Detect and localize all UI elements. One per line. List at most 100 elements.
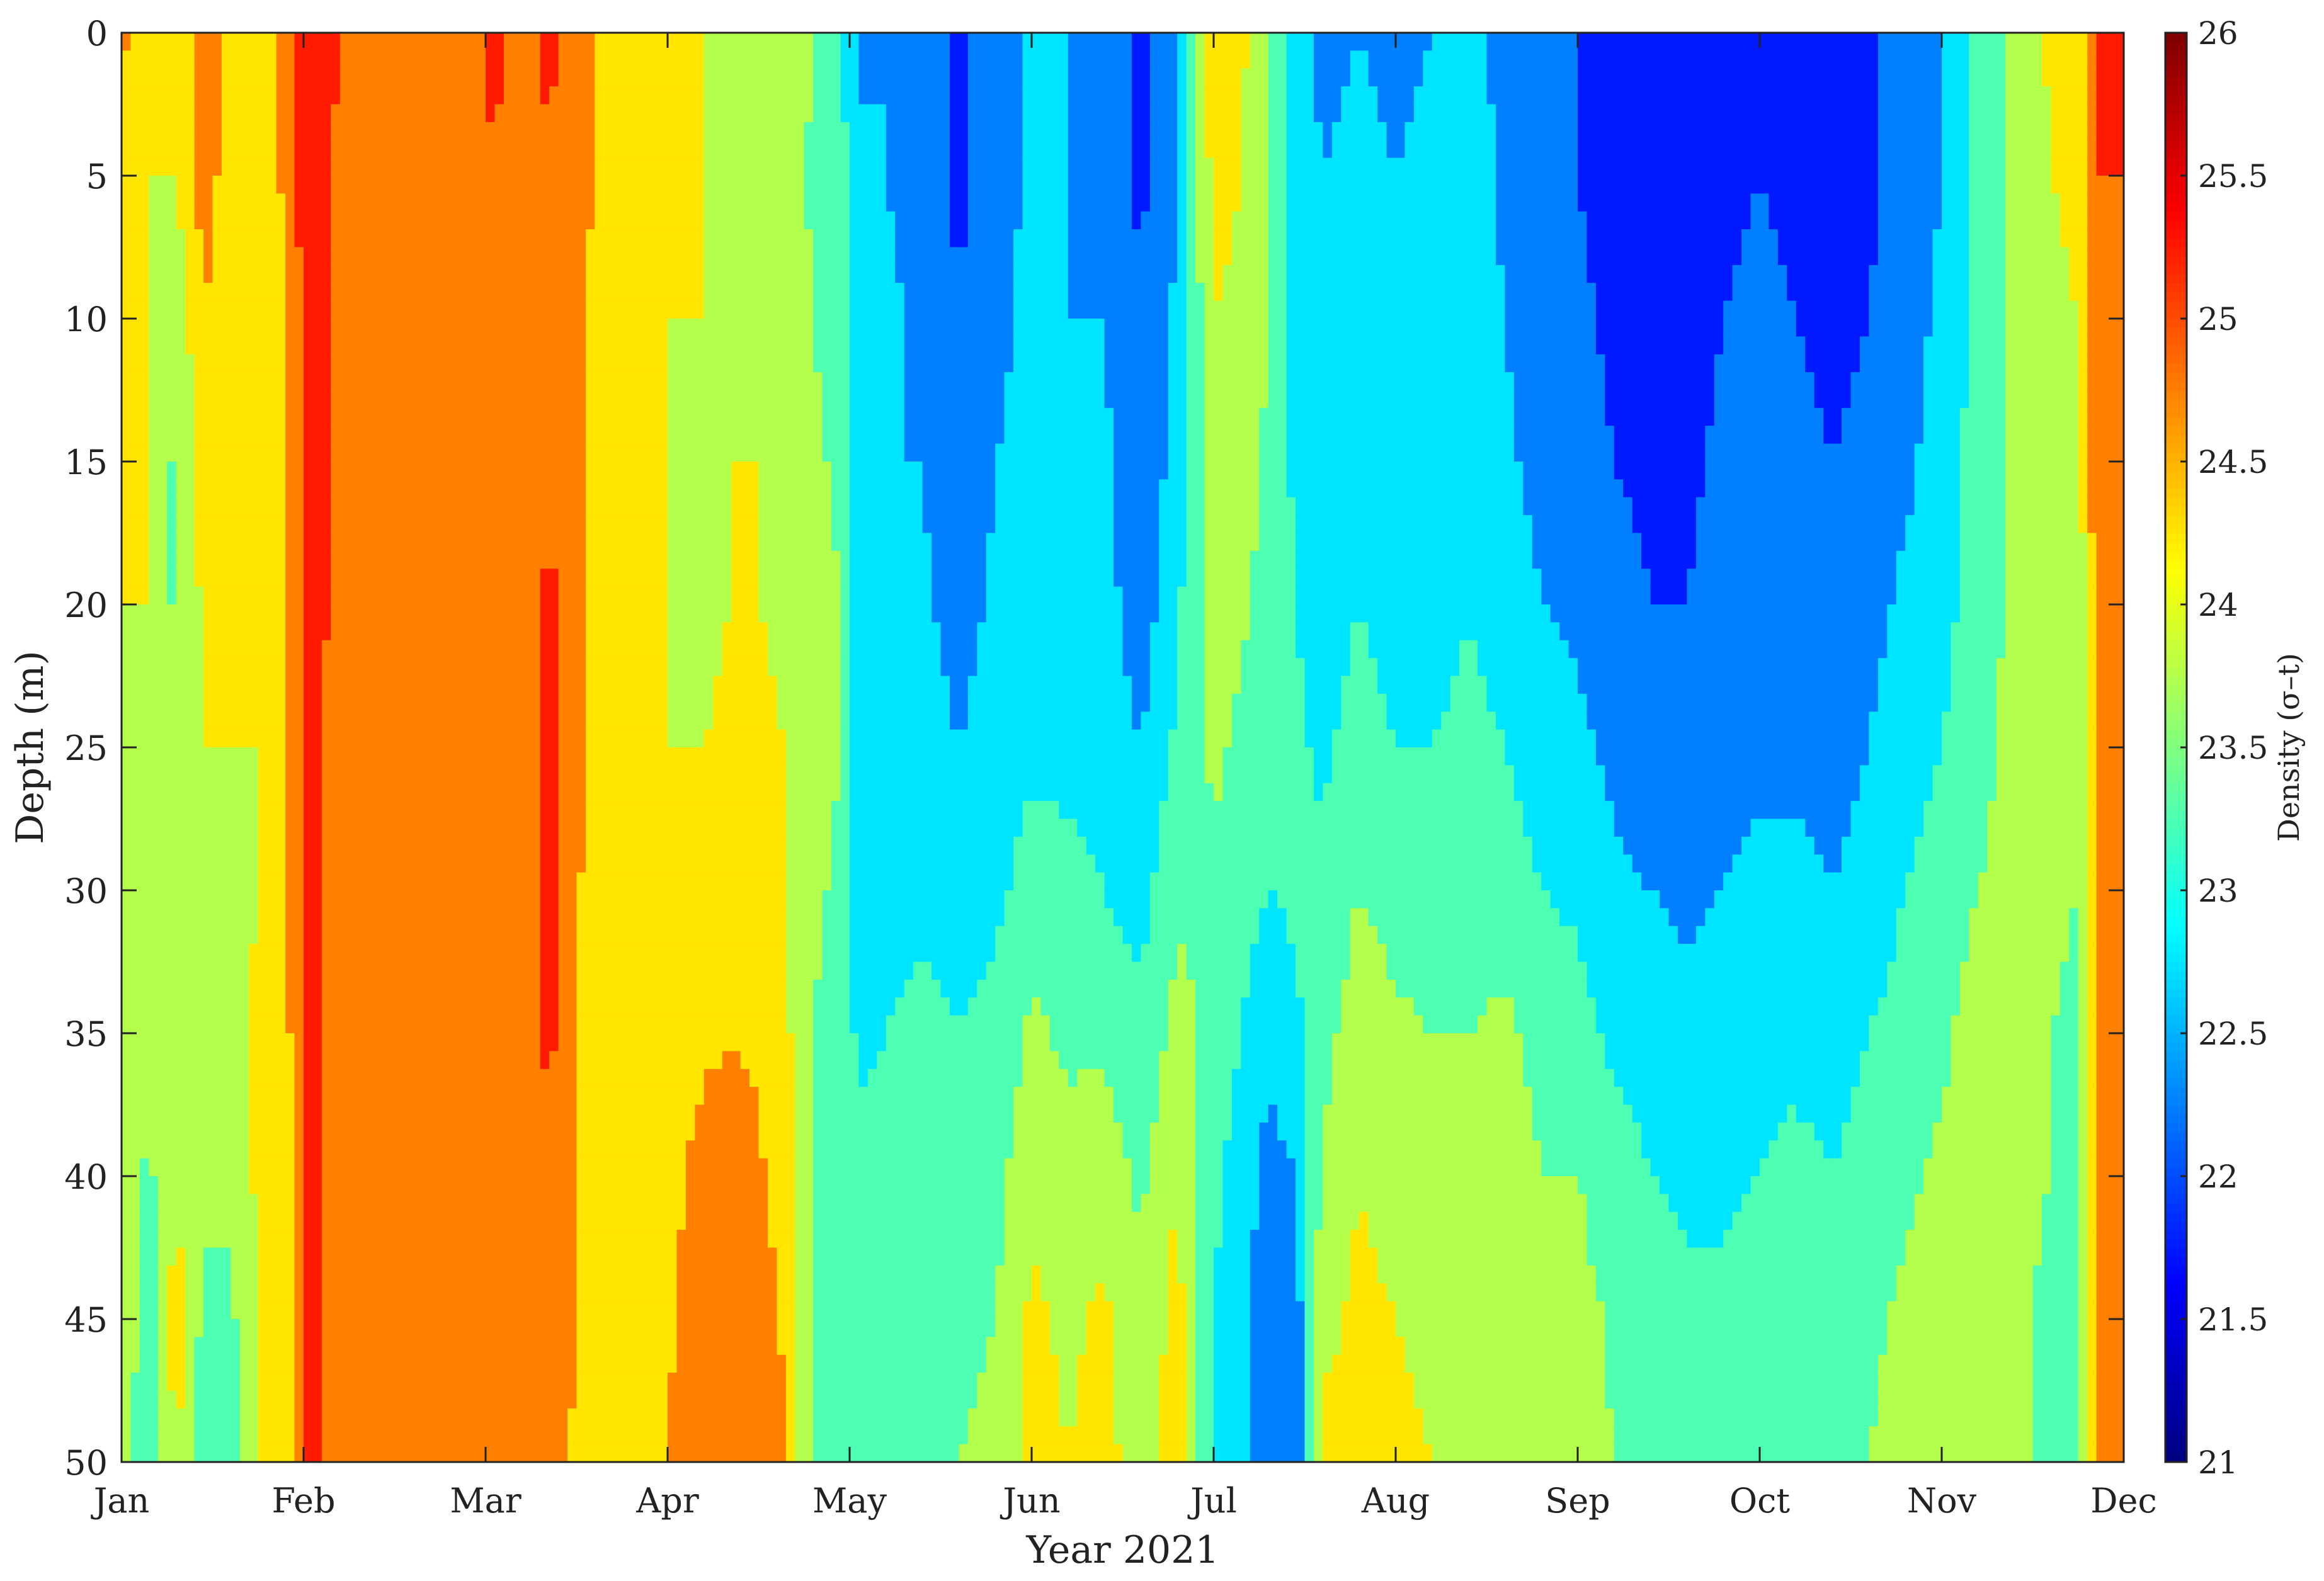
heatmap-cell <box>358 836 368 856</box>
heatmap-cell <box>403 1033 414 1052</box>
heatmap-cell <box>622 1051 632 1070</box>
heatmap-cell <box>267 264 277 284</box>
heatmap-cell <box>613 979 623 999</box>
heatmap-cell <box>431 319 441 337</box>
heatmap-cell <box>367 586 377 605</box>
heatmap-cell <box>431 979 441 999</box>
heatmap-cell <box>176 926 186 944</box>
heatmap-cell <box>458 462 468 480</box>
heatmap-cell <box>449 104 459 123</box>
heatmap-cell <box>668 1122 678 1142</box>
heatmap-cell <box>304 801 314 820</box>
heatmap-cell <box>494 1373 504 1391</box>
heatmap-cell <box>449 68 459 87</box>
heatmap-cell <box>149 997 159 1016</box>
heatmap-cell <box>276 693 286 713</box>
heatmap-cell <box>403 157 414 176</box>
heatmap-cell <box>385 1068 396 1087</box>
heatmap-cell <box>249 550 259 570</box>
heatmap-cell <box>576 479 586 498</box>
heatmap-cell <box>658 443 668 462</box>
heatmap-cell <box>267 1158 277 1177</box>
heatmap-cell <box>358 979 368 999</box>
heatmap-cell <box>349 104 359 123</box>
heatmap-cell <box>149 533 159 552</box>
heatmap-cell <box>239 104 250 123</box>
heatmap-cell <box>549 569 559 587</box>
heatmap-cell <box>194 68 204 87</box>
heatmap-cell <box>130 104 140 123</box>
heatmap-cell <box>276 122 286 141</box>
heatmap-cell <box>676 944 686 963</box>
heatmap-cell <box>613 104 623 123</box>
heatmap-cell <box>358 908 368 927</box>
heatmap-cell <box>385 515 396 534</box>
heatmap-cell <box>631 1265 641 1284</box>
heatmap-cell <box>540 86 550 105</box>
heatmap-cell <box>321 1051 332 1070</box>
heatmap-cell <box>339 1087 350 1106</box>
heatmap-cell <box>358 1140 368 1159</box>
heatmap-cell <box>349 1015 359 1034</box>
heatmap-cell <box>567 104 578 123</box>
heatmap-cell <box>576 1158 586 1177</box>
heatmap-cell <box>376 157 386 176</box>
heatmap-cell <box>549 68 559 87</box>
heatmap-cell <box>521 479 532 498</box>
heatmap-cell <box>122 819 132 837</box>
heatmap-cell <box>339 569 350 587</box>
heatmap-cell <box>576 1087 586 1106</box>
heatmap-cell <box>649 33 659 52</box>
heatmap-cell <box>276 1354 286 1373</box>
heatmap-cell <box>294 300 304 319</box>
heatmap-cell <box>339 711 350 730</box>
heatmap-cell <box>403 1087 414 1106</box>
heatmap-cell <box>603 1140 614 1159</box>
heatmap-cell <box>421 1283 432 1302</box>
heatmap-cell <box>658 1211 668 1230</box>
heatmap-cell <box>449 1444 459 1463</box>
heatmap-cell <box>167 336 177 355</box>
heatmap-cell <box>449 176 459 195</box>
heatmap-cell <box>668 1015 678 1034</box>
heatmap-cell <box>503 336 514 355</box>
heatmap-cell <box>640 836 650 856</box>
heatmap-cell <box>503 1390 514 1409</box>
heatmap-cell <box>531 693 541 713</box>
heatmap-cell <box>149 872 159 891</box>
heatmap-cell <box>668 300 678 319</box>
heatmap-cell <box>503 550 514 570</box>
heatmap-cell <box>349 622 359 641</box>
heatmap-cell <box>176 1408 186 1427</box>
heatmap-cell <box>149 961 159 980</box>
heatmap-cell <box>622 997 632 1016</box>
heatmap-cell <box>595 658 605 677</box>
heatmap-cell <box>231 1015 241 1034</box>
heatmap-cell <box>231 819 241 837</box>
heatmap-cell <box>304 1033 314 1052</box>
heatmap-cell <box>276 1015 286 1034</box>
heatmap-cell <box>631 658 641 677</box>
heatmap-cell <box>249 479 259 498</box>
heatmap-cell <box>194 354 204 373</box>
heatmap-cell <box>239 68 250 87</box>
heatmap-cell <box>231 1444 241 1463</box>
heatmap-cell <box>595 1015 605 1034</box>
heatmap-cell <box>494 443 504 462</box>
heatmap-cell <box>603 1373 614 1391</box>
plot-area <box>122 33 2124 1463</box>
heatmap-cell <box>212 104 222 123</box>
heatmap-cell <box>613 747 623 766</box>
heatmap-cell <box>231 693 241 713</box>
heatmap-cell <box>421 801 432 820</box>
heatmap-cell <box>603 86 614 105</box>
heatmap-cell <box>558 211 568 230</box>
heatmap-cell <box>203 944 214 963</box>
heatmap-cell <box>467 229 477 248</box>
heatmap-cell <box>558 693 568 713</box>
heatmap-cell <box>212 711 222 730</box>
heatmap-cell <box>503 801 514 820</box>
heatmap-cell <box>494 1194 504 1213</box>
heatmap-cell <box>595 854 605 873</box>
heatmap-cell <box>376 979 386 999</box>
